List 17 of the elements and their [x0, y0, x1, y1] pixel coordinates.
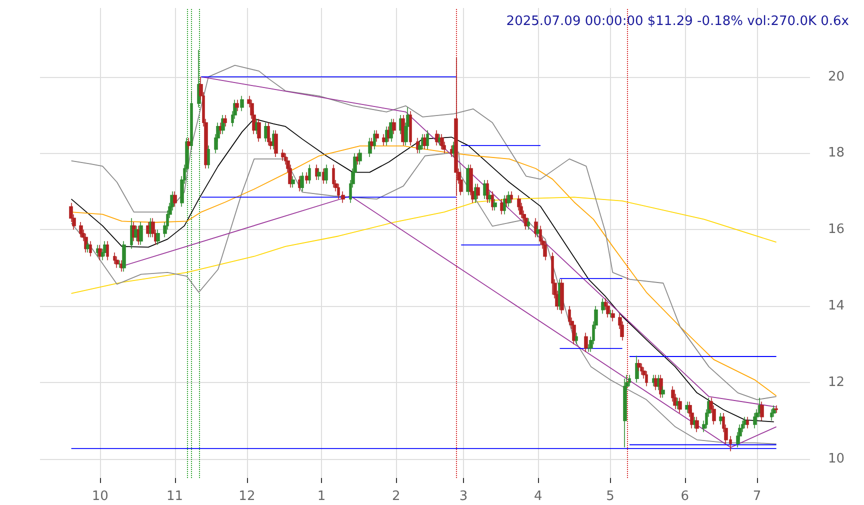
y-tick-label: 20 — [828, 69, 845, 84]
x-tick-label: 12 — [238, 489, 256, 504]
x-tick-label: 11 — [166, 489, 184, 504]
y-tick-label: 18 — [828, 146, 845, 161]
y-tick-label: 16 — [828, 222, 845, 238]
x-tick-label: 3 — [459, 489, 468, 504]
x-tick-label: 6 — [680, 489, 690, 504]
y-tick-label: 10 — [828, 451, 845, 466]
x-tick-label: 5 — [606, 489, 614, 504]
x-tick-label: 1 — [317, 489, 326, 504]
x-tick-label: 2 — [392, 489, 400, 504]
text: 2025.07.09 00:00:00 $11.29 -0.18% vol:270.0K 0.6x — [506, 14, 850, 29]
x-tick-label: 7 — [752, 489, 762, 504]
x-tick-label: 4 — [534, 489, 542, 504]
y-tick-label: 12 — [828, 374, 845, 390]
y-tick-label: 14 — [828, 298, 845, 314]
x-tick-label: 10 — [92, 489, 108, 504]
